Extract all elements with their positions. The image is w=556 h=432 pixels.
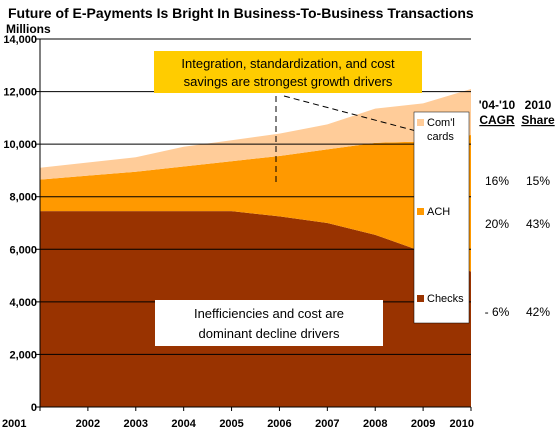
- axes: 0 2,000 4,000 6,000 8,000 10,000 12,000 14,000 2…: [2, 34, 474, 430]
- x-tick-label-2002: 2002: [76, 418, 100, 430]
- share-checks: 42%: [526, 305, 550, 319]
- x-tick-label-2001: 2001: [2, 418, 26, 430]
- bottom-callout-line-2: dominant decline drivers: [199, 326, 340, 341]
- y-tick-label-4: 8,000: [9, 192, 37, 204]
- cagr-commercial-cards: 16%: [485, 174, 509, 188]
- share-ach: 43%: [526, 217, 550, 231]
- top-callout: Integration, standardization, and cost s…: [154, 51, 422, 93]
- legend: Com'l cards ACH Checks: [413, 111, 470, 324]
- y-tick-label-0: 0: [31, 402, 37, 414]
- cagr-ach: 20%: [485, 217, 509, 231]
- top-callout-connector-right: [283, 95, 421, 133]
- x-tick-label-2003: 2003: [124, 418, 148, 430]
- y-axis-label: Millions: [6, 22, 51, 36]
- legend-label-ach: ACH: [427, 206, 450, 218]
- cagr-checks: - 6%: [485, 305, 510, 319]
- legend-swatch-commercial-cards: [417, 119, 424, 126]
- bottom-callout-line-1: Inefficiencies and cost are: [194, 306, 344, 321]
- x-tick-label-2010: 2010: [450, 418, 474, 430]
- y-tick-label-2: 4,000: [9, 297, 37, 309]
- y-tick-label-3: 6,000: [9, 244, 37, 256]
- x-tick-label-2005: 2005: [219, 418, 243, 430]
- area-com-l-cards: [40, 88, 471, 180]
- top-callout-box: [154, 51, 422, 93]
- share-commercial-cards: 15%: [526, 174, 550, 188]
- y-tick-label-5: 10,000: [3, 139, 37, 151]
- legend-swatch-checks: [417, 295, 424, 302]
- x-tick-label-2008: 2008: [363, 418, 387, 430]
- legend-label-commercial-cards-line-1: Com'l: [427, 117, 455, 129]
- y-tick-label-7: 14,000: [3, 34, 37, 46]
- share-header-line-1: 2010: [525, 98, 552, 112]
- legend-box: [413, 111, 470, 324]
- top-callout-line-2: savings are strongest growth drivers: [184, 74, 393, 89]
- bottom-callout-box: [155, 300, 383, 346]
- x-tick-label-2004: 2004: [171, 418, 196, 430]
- y-tick-label-1: 2,000: [9, 349, 37, 361]
- chart-title: Future of E-Payments Is Bright In Busine…: [8, 5, 474, 21]
- x-tick-label-2006: 2006: [267, 418, 291, 430]
- y-tick-label-6: 12,000: [3, 87, 37, 99]
- legend-swatch-ach: [417, 208, 424, 215]
- x-tick-label-2009: 2009: [411, 418, 435, 430]
- plot-area: [40, 88, 471, 407]
- top-callout-line-1: Integration, standardization, and cost: [181, 56, 395, 71]
- cagr-header-line-1: '04-'10: [479, 98, 516, 112]
- legend-label-commercial-cards-line-2: cards: [427, 131, 454, 143]
- bottom-callout: Inefficiencies and cost are dominant dec…: [155, 300, 383, 346]
- legend-label-checks: Checks: [427, 293, 464, 305]
- side-table: '04-'10 CAGR 2010 Share 16% 15% 20% 43% …: [479, 98, 555, 319]
- share-header-line-2: Share: [521, 113, 555, 127]
- area-ach: [40, 134, 471, 272]
- cagr-header-line-2: CAGR: [479, 113, 515, 127]
- x-tick-label-2007: 2007: [315, 418, 339, 430]
